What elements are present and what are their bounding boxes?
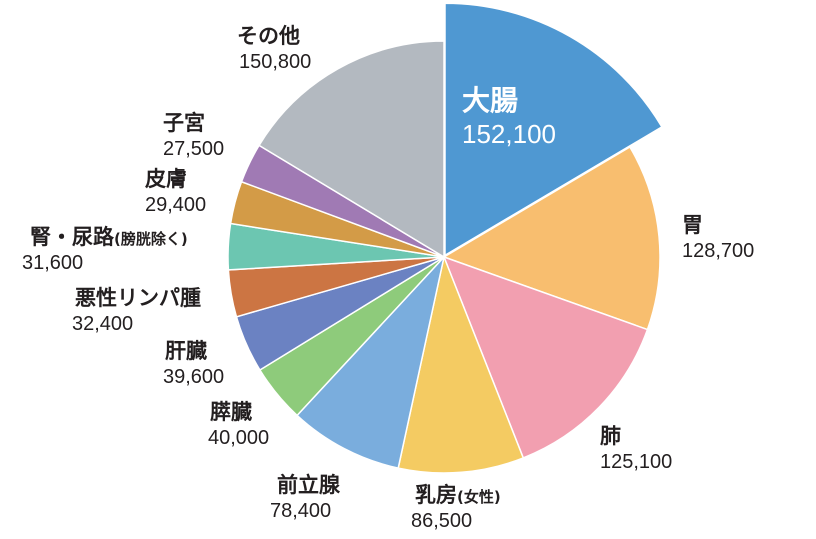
slice-value-label-0: 152,100 [462,119,556,149]
slice-name-2: 肺 [600,424,621,448]
slice-name-7: 悪性リンパ腫 [75,286,201,310]
slice-name-4: 前立腺 [277,473,341,497]
pie-slice-2 [442,255,649,459]
pie-slice-11 [258,40,445,259]
slice-name-6: 肝臓 [165,339,207,363]
slice-value-label-4: 78,400 [270,500,331,522]
slice-name-label-8: 腎・尿路(膀胱除く) [30,225,188,249]
slice-value-label-3: 86,500 [411,510,472,532]
slice-name-label-3: 乳房(女性) [415,483,501,507]
pie-slices [227,2,663,474]
slice-name-9: 皮膚 [145,167,187,191]
slice-name-label-4: 前立腺 [277,473,341,497]
slice-value-label-9: 29,400 [145,194,206,216]
slice-name-3: 乳房 [415,483,457,507]
slice-value-label-2: 125,100 [600,451,672,473]
slice-value-label-1: 128,700 [682,240,754,262]
slice-name-label-2: 肺 [600,424,621,448]
slice-name-label-0: 大腸 [462,84,518,117]
slice-name-8: 腎・尿路 [30,225,115,249]
slice-value-label-6: 39,600 [163,366,224,388]
slice-name-sub-3: (女性) [457,488,501,506]
slice-name-label-9: 皮膚 [145,167,187,191]
slice-name-label-10: 子宮 [163,111,205,135]
slice-name-label-1: 胃 [682,213,703,237]
slice-name-sub-8: (膀胱除く) [114,230,188,248]
pie-slice-0 [444,2,663,257]
pie-slice-3 [397,254,525,474]
slice-name-label-7: 悪性リンパ腫 [75,286,201,310]
pie-slice-1 [442,145,661,331]
slice-value-label-11: 150,800 [239,51,311,73]
slice-name-label-5: 膵臓 [210,400,252,424]
slice-value-label-10: 27,500 [163,138,224,160]
slice-value-label-7: 32,400 [72,313,133,335]
slice-name-label-6: 肝臓 [165,339,207,363]
slice-name-11: その他 [237,24,300,48]
slice-name-5: 膵臓 [210,400,252,424]
slice-name-10: 子宮 [163,111,205,135]
slice-value-label-8: 31,600 [22,252,83,274]
pie-slice-4 [296,254,446,469]
slice-name-label-11: その他 [237,24,300,48]
slice-name-1: 胃 [682,213,703,237]
slice-name-0: 大腸 [462,84,518,117]
slice-value-label-5: 40,000 [208,427,269,449]
